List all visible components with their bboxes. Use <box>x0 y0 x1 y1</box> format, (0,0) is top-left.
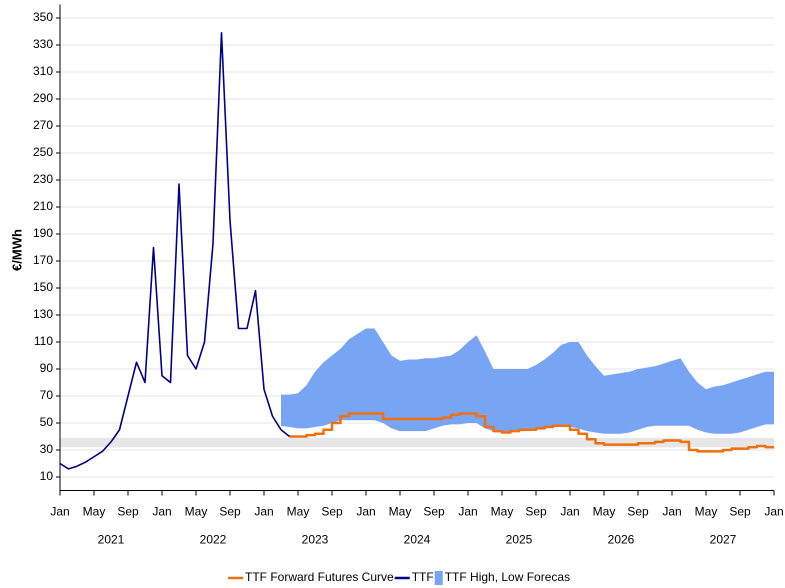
y-tick-label: 130 <box>33 307 53 321</box>
legend-label: TTF <box>412 570 434 584</box>
y-tick-label: 70 <box>40 388 54 402</box>
x-tick-label: Jan <box>662 505 681 519</box>
y-tick-label: 350 <box>33 10 53 24</box>
y-tick-label: 170 <box>33 253 53 267</box>
year-label: 2025 <box>506 533 533 547</box>
shaded-band <box>60 437 774 448</box>
x-tick-label: May <box>185 505 208 519</box>
x-tick-label: Sep <box>729 505 751 519</box>
y-tick-label: 270 <box>33 118 53 132</box>
y-tick-label: 230 <box>33 172 53 186</box>
y-tick-label: 290 <box>33 91 53 105</box>
x-tick-label: Jan <box>560 505 579 519</box>
y-tick-label: 30 <box>40 442 54 456</box>
y-tick-label: 110 <box>34 334 53 348</box>
x-tick-label: Sep <box>627 505 649 519</box>
y-tick-label: 90 <box>40 361 54 375</box>
x-tick-label: May <box>695 505 718 519</box>
year-label: 2026 <box>608 533 635 547</box>
x-tick-label: Sep <box>117 505 139 519</box>
price-line <box>59 32 290 470</box>
x-tick-label: May <box>287 505 310 519</box>
x-tick-label: Sep <box>321 505 343 519</box>
x-tick-label: May <box>491 505 514 519</box>
y-tick-label: 210 <box>33 199 53 213</box>
x-tick-label: May <box>83 505 106 519</box>
y-tick-label: 50 <box>40 415 54 429</box>
forecast-band <box>281 328 774 434</box>
x-tick-label: Sep <box>423 505 445 519</box>
y-tick-label: 310 <box>33 64 53 78</box>
year-label: 2023 <box>302 533 329 547</box>
legend-label: TTF Forward Futures Curve <box>245 570 394 584</box>
y-tick-label: 190 <box>33 226 53 240</box>
x-tick-label: Jan <box>254 505 273 519</box>
x-tick-label: Sep <box>219 505 241 519</box>
y-tick-label: 250 <box>33 145 53 159</box>
x-tick-label: Jan <box>356 505 375 519</box>
y-tick-label: 330 <box>33 37 53 51</box>
y-tick-label: 10 <box>40 469 54 483</box>
year-label: 2021 <box>98 533 125 547</box>
x-tick-label: May <box>389 505 412 519</box>
year-label: 2024 <box>404 533 431 547</box>
legend-label: TTF High, Low Forecas <box>445 570 570 584</box>
legend-swatch <box>434 571 443 585</box>
x-tick-label: Jan <box>764 505 783 519</box>
year-label: 2022 <box>200 533 227 547</box>
x-tick-label: Jan <box>152 505 171 519</box>
forward-curve <box>289 412 774 453</box>
x-tick-label: Sep <box>525 505 547 519</box>
y-axis-label: €/MWh <box>9 229 24 271</box>
legend: TTF Forward Futures Curve TTF TTF High, Lo… <box>228 570 570 585</box>
year-label: 2027 <box>710 533 737 547</box>
x-tick-label: Jan <box>50 505 69 519</box>
x-tick-label: Jan <box>458 505 477 519</box>
y-tick-label: 150 <box>33 280 53 294</box>
x-tick-label: May <box>593 505 616 519</box>
